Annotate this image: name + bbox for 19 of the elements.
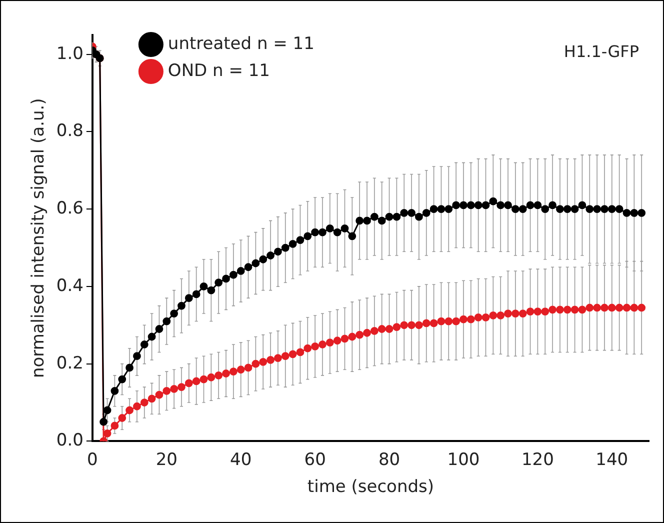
x-tick-label: 120 xyxy=(521,450,554,470)
y-tick-label: 0.4 xyxy=(56,276,84,296)
y-tick-label: 0.8 xyxy=(56,121,84,142)
legend-label: OND n = 11 xyxy=(168,60,270,81)
x-tick-label: 100 xyxy=(447,450,480,470)
x-tick-label: 80 xyxy=(378,450,400,470)
x-tick-label: 140 xyxy=(596,450,628,470)
x-tick-label: 60 xyxy=(304,450,326,470)
y-tick-label: 0.0 xyxy=(56,430,84,451)
x-tick-label: 0 xyxy=(87,450,98,470)
y-tick-label: 0.2 xyxy=(56,353,84,374)
x-tick-label: 40 xyxy=(230,450,252,470)
y-tick-label: 1.0 xyxy=(56,44,84,64)
y-axis-title: normalised intensity signal (a.u.) xyxy=(28,98,49,378)
y-tick-label: 0.6 xyxy=(56,198,84,219)
x-axis-title: time (seconds) xyxy=(307,477,434,498)
annotation: H1.1-GFP xyxy=(564,42,640,62)
legend-label: untreated n = 11 xyxy=(168,34,314,54)
x-tick-label: 20 xyxy=(156,450,178,470)
